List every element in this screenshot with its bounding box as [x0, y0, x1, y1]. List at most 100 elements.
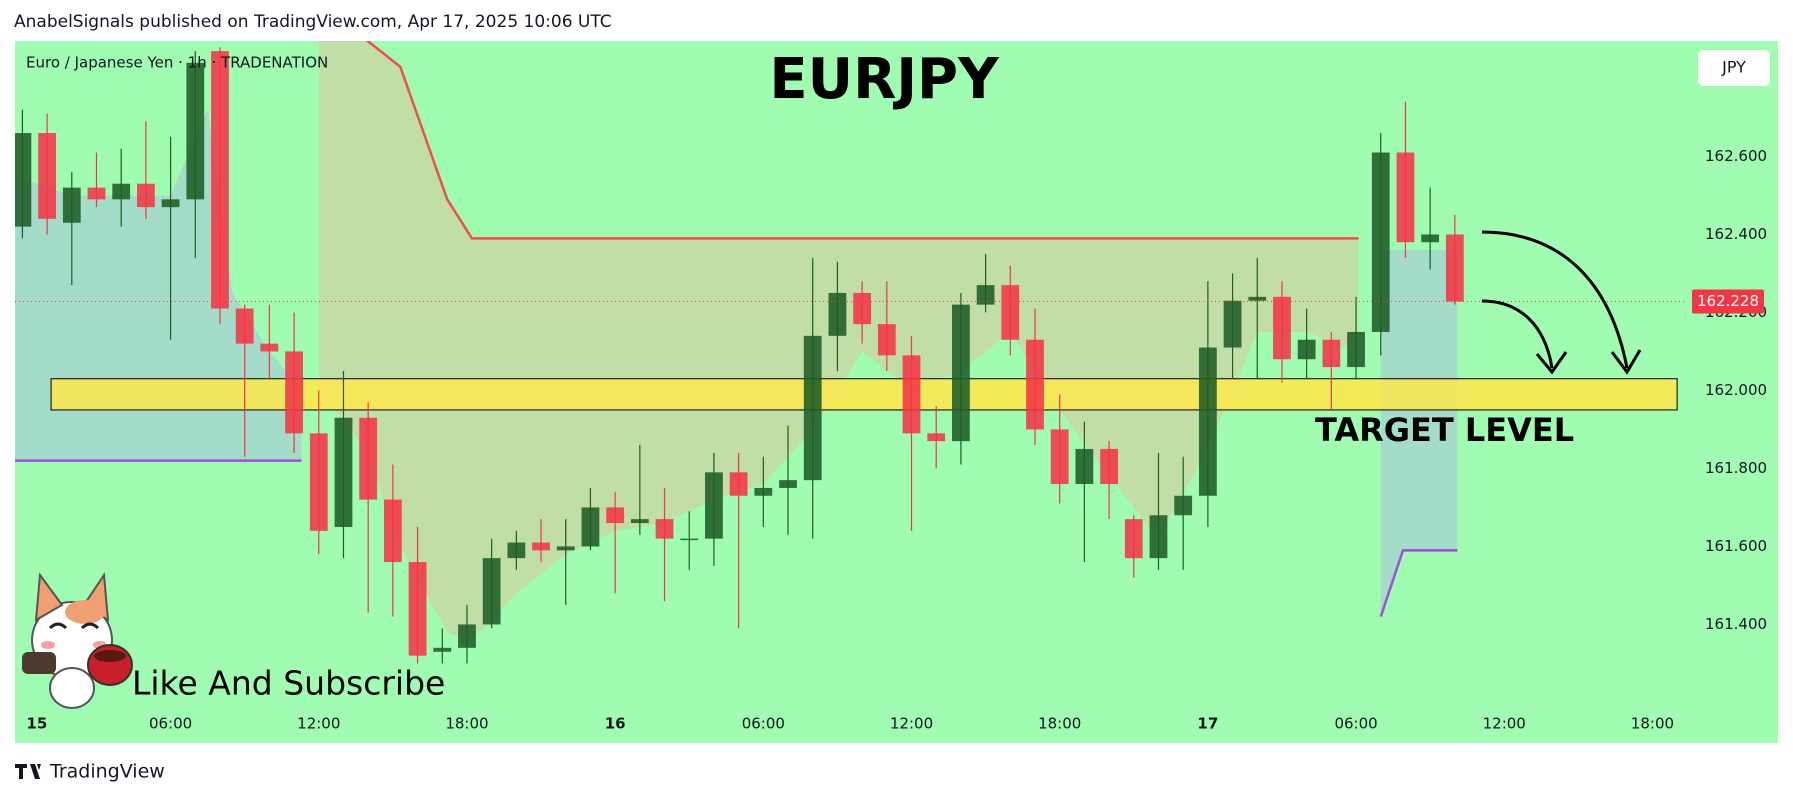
- candle-body: [927, 433, 946, 442]
- x-tick-label: 12:00: [890, 715, 933, 733]
- candle-body: [87, 187, 106, 200]
- y-tick-label: 161.600: [1705, 537, 1767, 555]
- x-tick-label: 18:00: [1038, 715, 1081, 733]
- indicator-shade: [318, 41, 1359, 641]
- candle-body: [507, 542, 526, 559]
- candle-body: [754, 487, 773, 496]
- candle-body: [211, 51, 229, 309]
- forecast-arrow: [1481, 299, 1554, 369]
- candle-body: [458, 624, 476, 648]
- candle-body: [1174, 495, 1193, 516]
- x-tick-label: 18:00: [1631, 715, 1674, 733]
- footer-brand: TradingView: [49, 761, 165, 783]
- tradingview-logo: [15, 764, 41, 779]
- candle-body: [729, 472, 748, 496]
- candle-body: [1371, 152, 1390, 332]
- arrow-head: [1535, 351, 1568, 375]
- candle-body: [556, 546, 575, 551]
- candle-body: [1100, 448, 1118, 485]
- candle-body: [532, 542, 550, 551]
- candle-body: [1273, 296, 1291, 360]
- candle-body: [1445, 234, 1464, 302]
- candle-body: [1223, 300, 1242, 348]
- candle-body: [976, 285, 995, 305]
- last-price-label: 162.228: [1697, 292, 1759, 310]
- plot-area: [15, 41, 1687, 664]
- candle-body: [902, 355, 921, 434]
- candle-body: [1347, 331, 1365, 368]
- candle-body: [803, 335, 822, 481]
- candle-body: [408, 562, 427, 656]
- candle-body: [630, 519, 649, 524]
- candle-body: [309, 433, 328, 531]
- candle-body: [952, 304, 970, 442]
- caption: Like And Subscribe: [132, 664, 445, 703]
- candle-body: [235, 308, 254, 344]
- candle-body: [112, 183, 131, 200]
- y-tick-label: 161.400: [1705, 615, 1767, 633]
- candle-body: [1322, 339, 1341, 368]
- candle-body: [1198, 347, 1217, 496]
- x-tick-label: 06:00: [149, 715, 192, 733]
- candle-body: [1297, 339, 1316, 360]
- candle-body: [62, 187, 81, 223]
- candle-body: [581, 507, 600, 547]
- candle-body: [680, 538, 699, 541]
- y-tick-label: 161.800: [1705, 459, 1767, 477]
- chart-title: EURJPY: [769, 47, 1000, 112]
- y-tick-label: 162.400: [1705, 225, 1767, 243]
- arrow-head: [1610, 349, 1642, 375]
- candle-body: [186, 62, 205, 200]
- candle-body: [38, 133, 56, 219]
- publish-info: AnabelSignals published on TradingView.c…: [14, 12, 612, 32]
- last-price-box: [1692, 289, 1764, 314]
- candle-body: [137, 183, 155, 208]
- candle-body: [1075, 448, 1094, 485]
- mascot: [22, 572, 133, 709]
- target-zone: [50, 378, 1678, 411]
- forecast-arrow: [1481, 230, 1629, 369]
- y-tick-label: 162.600: [1705, 147, 1767, 165]
- candle-body: [877, 324, 896, 356]
- indicator-shade: [15, 109, 302, 461]
- x-tick-label: 12:00: [297, 715, 340, 733]
- candle-body: [285, 351, 303, 434]
- candle-body: [482, 558, 501, 625]
- candle-body: [383, 499, 402, 563]
- candle-body: [705, 472, 723, 539]
- candle-body: [606, 507, 625, 524]
- candle-body: [1149, 515, 1168, 559]
- x-tick-label: 06:00: [1334, 715, 1377, 733]
- upper-band-line: [365, 41, 1359, 240]
- candle-body: [779, 480, 797, 488]
- x-tick-label: 06:00: [742, 715, 785, 733]
- x-tick-label: 17: [1197, 715, 1218, 733]
- candle-body: [828, 292, 847, 336]
- candle-body: [334, 417, 353, 527]
- candle-body: [15, 133, 32, 227]
- symbol-info: Euro / Japanese Yen · 1h · TRADENATION: [26, 54, 328, 72]
- candle-body: [1050, 429, 1069, 485]
- candle-body: [853, 292, 872, 325]
- x-tick-label: 18:00: [445, 715, 488, 733]
- candle-body: [1248, 296, 1267, 301]
- x-tick-label: 15: [26, 715, 47, 733]
- candle-body: [260, 343, 279, 352]
- x-tick-label: 16: [605, 715, 626, 733]
- y-tick-label: 162.000: [1705, 381, 1767, 399]
- currency-button[interactable]: [1698, 50, 1770, 86]
- zone-label: TARGET LEVEL: [1315, 411, 1574, 449]
- x-tick-label: 12:00: [1483, 715, 1526, 733]
- candle-body: [1001, 285, 1020, 340]
- candle-body: [1026, 339, 1044, 430]
- lower-band-line: [15, 459, 1458, 618]
- candle-body: [161, 199, 180, 208]
- candle-body: [433, 647, 452, 652]
- candle-body: [1124, 519, 1143, 559]
- candle-body: [359, 417, 378, 500]
- candle-body: [1421, 234, 1440, 243]
- indicator-shade: [1380, 250, 1458, 617]
- currency-label: JPY: [1721, 58, 1746, 77]
